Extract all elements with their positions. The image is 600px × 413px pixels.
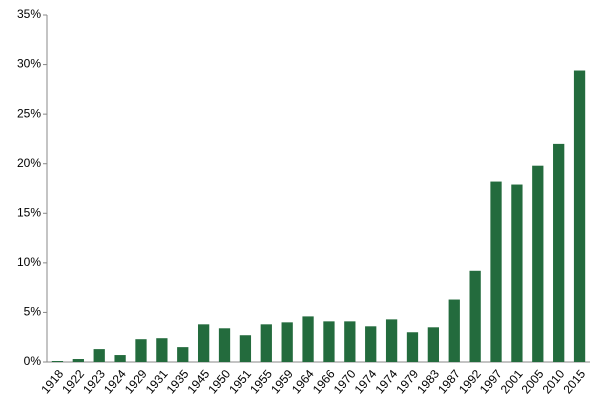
x-tick-label: 1983 — [414, 367, 442, 397]
y-tick-label: 10% — [17, 255, 41, 269]
x-tick-label: 1924 — [101, 367, 129, 397]
bar — [177, 347, 189, 362]
bar — [156, 338, 168, 362]
bar — [260, 324, 272, 362]
x-tick-label: 1951 — [226, 367, 254, 397]
y-tick-label: 25% — [17, 106, 41, 120]
bar — [385, 319, 398, 362]
bar — [469, 270, 481, 362]
y-tick-label: 15% — [17, 205, 41, 219]
x-tick-label: 1955 — [247, 367, 275, 397]
x-tick-label: 2001 — [498, 367, 526, 397]
y-tick-label: 20% — [17, 156, 41, 170]
x-tick-label: 1950 — [205, 367, 233, 397]
x-tick-label: 1922 — [59, 367, 87, 397]
bar — [553, 143, 565, 362]
x-tick-label: 1918 — [38, 367, 66, 397]
x-tick-label: 1992 — [456, 367, 484, 397]
bar — [93, 349, 105, 362]
bar — [490, 181, 502, 362]
bar — [135, 339, 147, 362]
bar — [218, 328, 231, 362]
bar — [281, 322, 293, 362]
bar — [197, 324, 210, 362]
bar — [302, 316, 314, 362]
bar — [51, 361, 64, 362]
bar — [114, 355, 126, 362]
bar — [532, 165, 544, 362]
x-tick-label: 1929 — [122, 367, 150, 397]
x-tick-label: 1997 — [477, 367, 505, 397]
bar — [406, 332, 419, 362]
x-tick-label: 1931 — [143, 367, 171, 397]
x-tick-label: 1970 — [331, 367, 359, 397]
y-tick-label: 30% — [17, 57, 41, 71]
x-tick-label: 1974 — [372, 367, 400, 397]
bar — [427, 327, 440, 362]
x-tick-label: 1987 — [435, 367, 463, 397]
bar — [239, 335, 252, 362]
bar — [365, 326, 377, 362]
y-tick-label: 0% — [24, 354, 42, 368]
x-tick-label: 1945 — [184, 367, 212, 397]
bar — [323, 321, 335, 362]
y-tick-label: 35% — [17, 7, 41, 21]
y-tick-label: 5% — [24, 305, 42, 319]
bar — [511, 184, 523, 362]
bar — [72, 359, 84, 362]
x-tick-label: 1923 — [80, 367, 108, 397]
bar — [573, 70, 586, 363]
bar — [344, 321, 356, 362]
x-tick-label: 1959 — [268, 367, 296, 397]
x-tick-label: 1974 — [352, 367, 380, 397]
x-tick-label: 1966 — [310, 367, 338, 397]
x-tick-label: 2010 — [540, 367, 568, 397]
x-tick-label: 1964 — [289, 367, 317, 397]
x-tick-label: 1979 — [393, 367, 421, 397]
x-tick-label: 1935 — [164, 367, 192, 397]
x-tick-label: 2005 — [519, 367, 547, 397]
x-tick-label: 2015 — [560, 367, 588, 397]
bar — [448, 299, 460, 362]
